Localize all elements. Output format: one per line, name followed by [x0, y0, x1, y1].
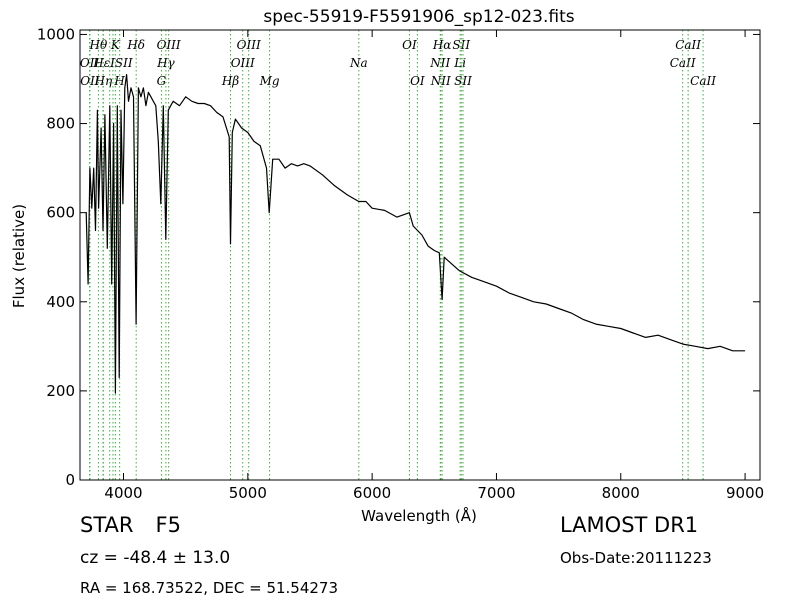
object-class: STAR	[80, 513, 134, 537]
object-subclass: F5	[155, 513, 181, 537]
spectral-line-label: H	[113, 74, 125, 88]
spectral-line-label: HεISII	[92, 56, 133, 70]
x-tick-label: 6000	[353, 484, 391, 502]
spectral-line-label: OI	[410, 74, 425, 88]
y-axis-label: Flux (relative)	[10, 204, 28, 308]
spectral-line-label: K	[110, 38, 121, 52]
spectral-line-label: SII	[454, 74, 472, 88]
spectral-line-label: Hα	[432, 38, 452, 52]
x-tick-label: 7000	[477, 484, 515, 502]
y-tick-label: 1000	[37, 25, 75, 43]
spectrum-line	[85, 73, 746, 394]
spectral-line-label: Hβ	[221, 74, 239, 88]
spectral-line-label: NII	[429, 56, 450, 70]
spectral-line-label: SII	[452, 38, 470, 52]
spectral-line-label: Hδ	[126, 38, 145, 52]
y-tick-label: 200	[46, 382, 75, 400]
spectral-line-label: Mg	[259, 74, 280, 88]
spectral-line-label: Li	[453, 56, 466, 70]
spectral-line-label: Hγ	[156, 56, 175, 70]
spectral-line-label: CaII	[690, 74, 716, 88]
y-tick-label: 400	[46, 293, 75, 311]
spectral-line-label: OI	[402, 38, 417, 52]
spectral-line-label: OII	[80, 74, 100, 88]
spectral-line-label: OIII	[157, 38, 181, 52]
x-tick-label: 4000	[104, 484, 142, 502]
object-class-line: STAR F5	[80, 513, 181, 537]
survey-name: LAMOST DR1	[560, 513, 699, 537]
spectral-line-label: OIII	[237, 38, 261, 52]
spectral-line-label: Hθ	[89, 38, 108, 52]
spectral-line-label: Hη	[94, 74, 113, 88]
y-tick-label: 600	[46, 204, 75, 222]
spectral-line-label: G	[157, 74, 167, 88]
x-tick-label: 8000	[602, 484, 640, 502]
observation-date: Obs-Date:20111223	[560, 549, 712, 567]
spectral-line-label: CaII	[670, 56, 696, 70]
x-tick-label: 9000	[726, 484, 764, 502]
redshift-value: cz = -48.4 ± 13.0	[80, 548, 231, 568]
plot-area: OIIOIIHθHηKHHεISIIHδGHγOIIIHβOIIIOIIIMgN…	[37, 25, 764, 502]
chart-title: spec-55919-F5591906_sp12-023.fits	[263, 7, 574, 27]
spectral-line-label: CaII	[675, 38, 701, 52]
y-tick-label: 800	[46, 115, 75, 133]
x-tick-label: 5000	[229, 484, 267, 502]
ra-dec-coordinates: RA = 168.73522, DEC = 51.54273	[80, 579, 339, 597]
spectral-line-label: NII	[430, 74, 451, 88]
x-axis-label: Wavelength (Å)	[361, 506, 477, 525]
spectral-line-label: Na	[349, 56, 368, 70]
spectral-line-label: OIII	[231, 56, 255, 70]
y-tick-label: 0	[65, 471, 75, 489]
plot-frame	[79, 29, 761, 481]
